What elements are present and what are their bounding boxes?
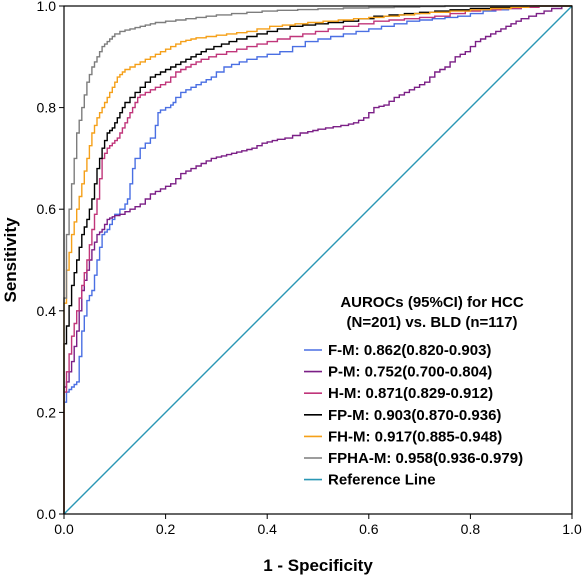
y-tick-label: 0.2	[37, 404, 57, 420]
roc-curve-p-m	[63, 5, 572, 514]
roc-curve-f-m	[63, 5, 572, 514]
x-tick-label: 0.8	[461, 521, 481, 537]
x-tick-label: 0.2	[156, 521, 176, 537]
x-axis-ticks: 0.0 0.2 0.4 0.6 0.8 1.0	[54, 514, 582, 537]
legend-label: H-M: 0.871(0.829-0.912)	[328, 385, 493, 402]
legend-items: F-M: 0.862(0.820-0.903) P-M: 0.752(0.700-…	[304, 342, 523, 489]
legend: AUROCs (95%CI) for HCC (N=201) vs. BLD (…	[304, 294, 524, 489]
plot-frame	[63, 5, 573, 515]
y-axis-title: Sensitivity	[1, 217, 20, 303]
roc-curve-fp-m	[63, 5, 572, 514]
y-tick-label: 1.0	[37, 0, 57, 14]
legend-label: FP-M: 0.903(0.870-0.936)	[328, 407, 501, 424]
x-tick-label: 0.4	[257, 521, 277, 537]
roc-curve-h-m	[63, 5, 572, 514]
legend-label: FH-M: 0.917(0.885-0.948)	[328, 428, 502, 445]
legend-title-line1: AUROCs (95%CI) for HCC	[340, 294, 524, 311]
legend-title-line2: (N=201) vs. BLD (n=117)	[347, 314, 518, 331]
y-tick-label: 0.6	[37, 201, 57, 217]
legend-label: P-M: 0.752(0.700-0.804)	[328, 364, 492, 381]
x-tick-label: 1.0	[562, 521, 582, 537]
roc-curve-fpha-m	[63, 5, 572, 514]
y-axis-ticks: 0.0 0.2 0.4 0.6 0.8 1.0	[37, 0, 64, 522]
x-tick-label: 0.6	[359, 521, 379, 537]
y-tick-label: 0.4	[37, 303, 57, 319]
series-layer	[63, 5, 573, 515]
legend-label: Reference Line	[328, 472, 436, 489]
roc-curve-fh-m	[63, 5, 572, 514]
x-axis-title: 1 - Specificity	[263, 556, 373, 575]
y-tick-label: 0.8	[37, 100, 57, 116]
legend-label: F-M: 0.862(0.820-0.903)	[328, 342, 491, 359]
x-tick-label: 0.0	[54, 521, 74, 537]
y-tick-label: 0.0	[37, 506, 57, 522]
legend-label: FPHA-M: 0.958(0.936-0.979)	[328, 450, 523, 467]
roc-curve-reference-line	[63, 5, 573, 515]
